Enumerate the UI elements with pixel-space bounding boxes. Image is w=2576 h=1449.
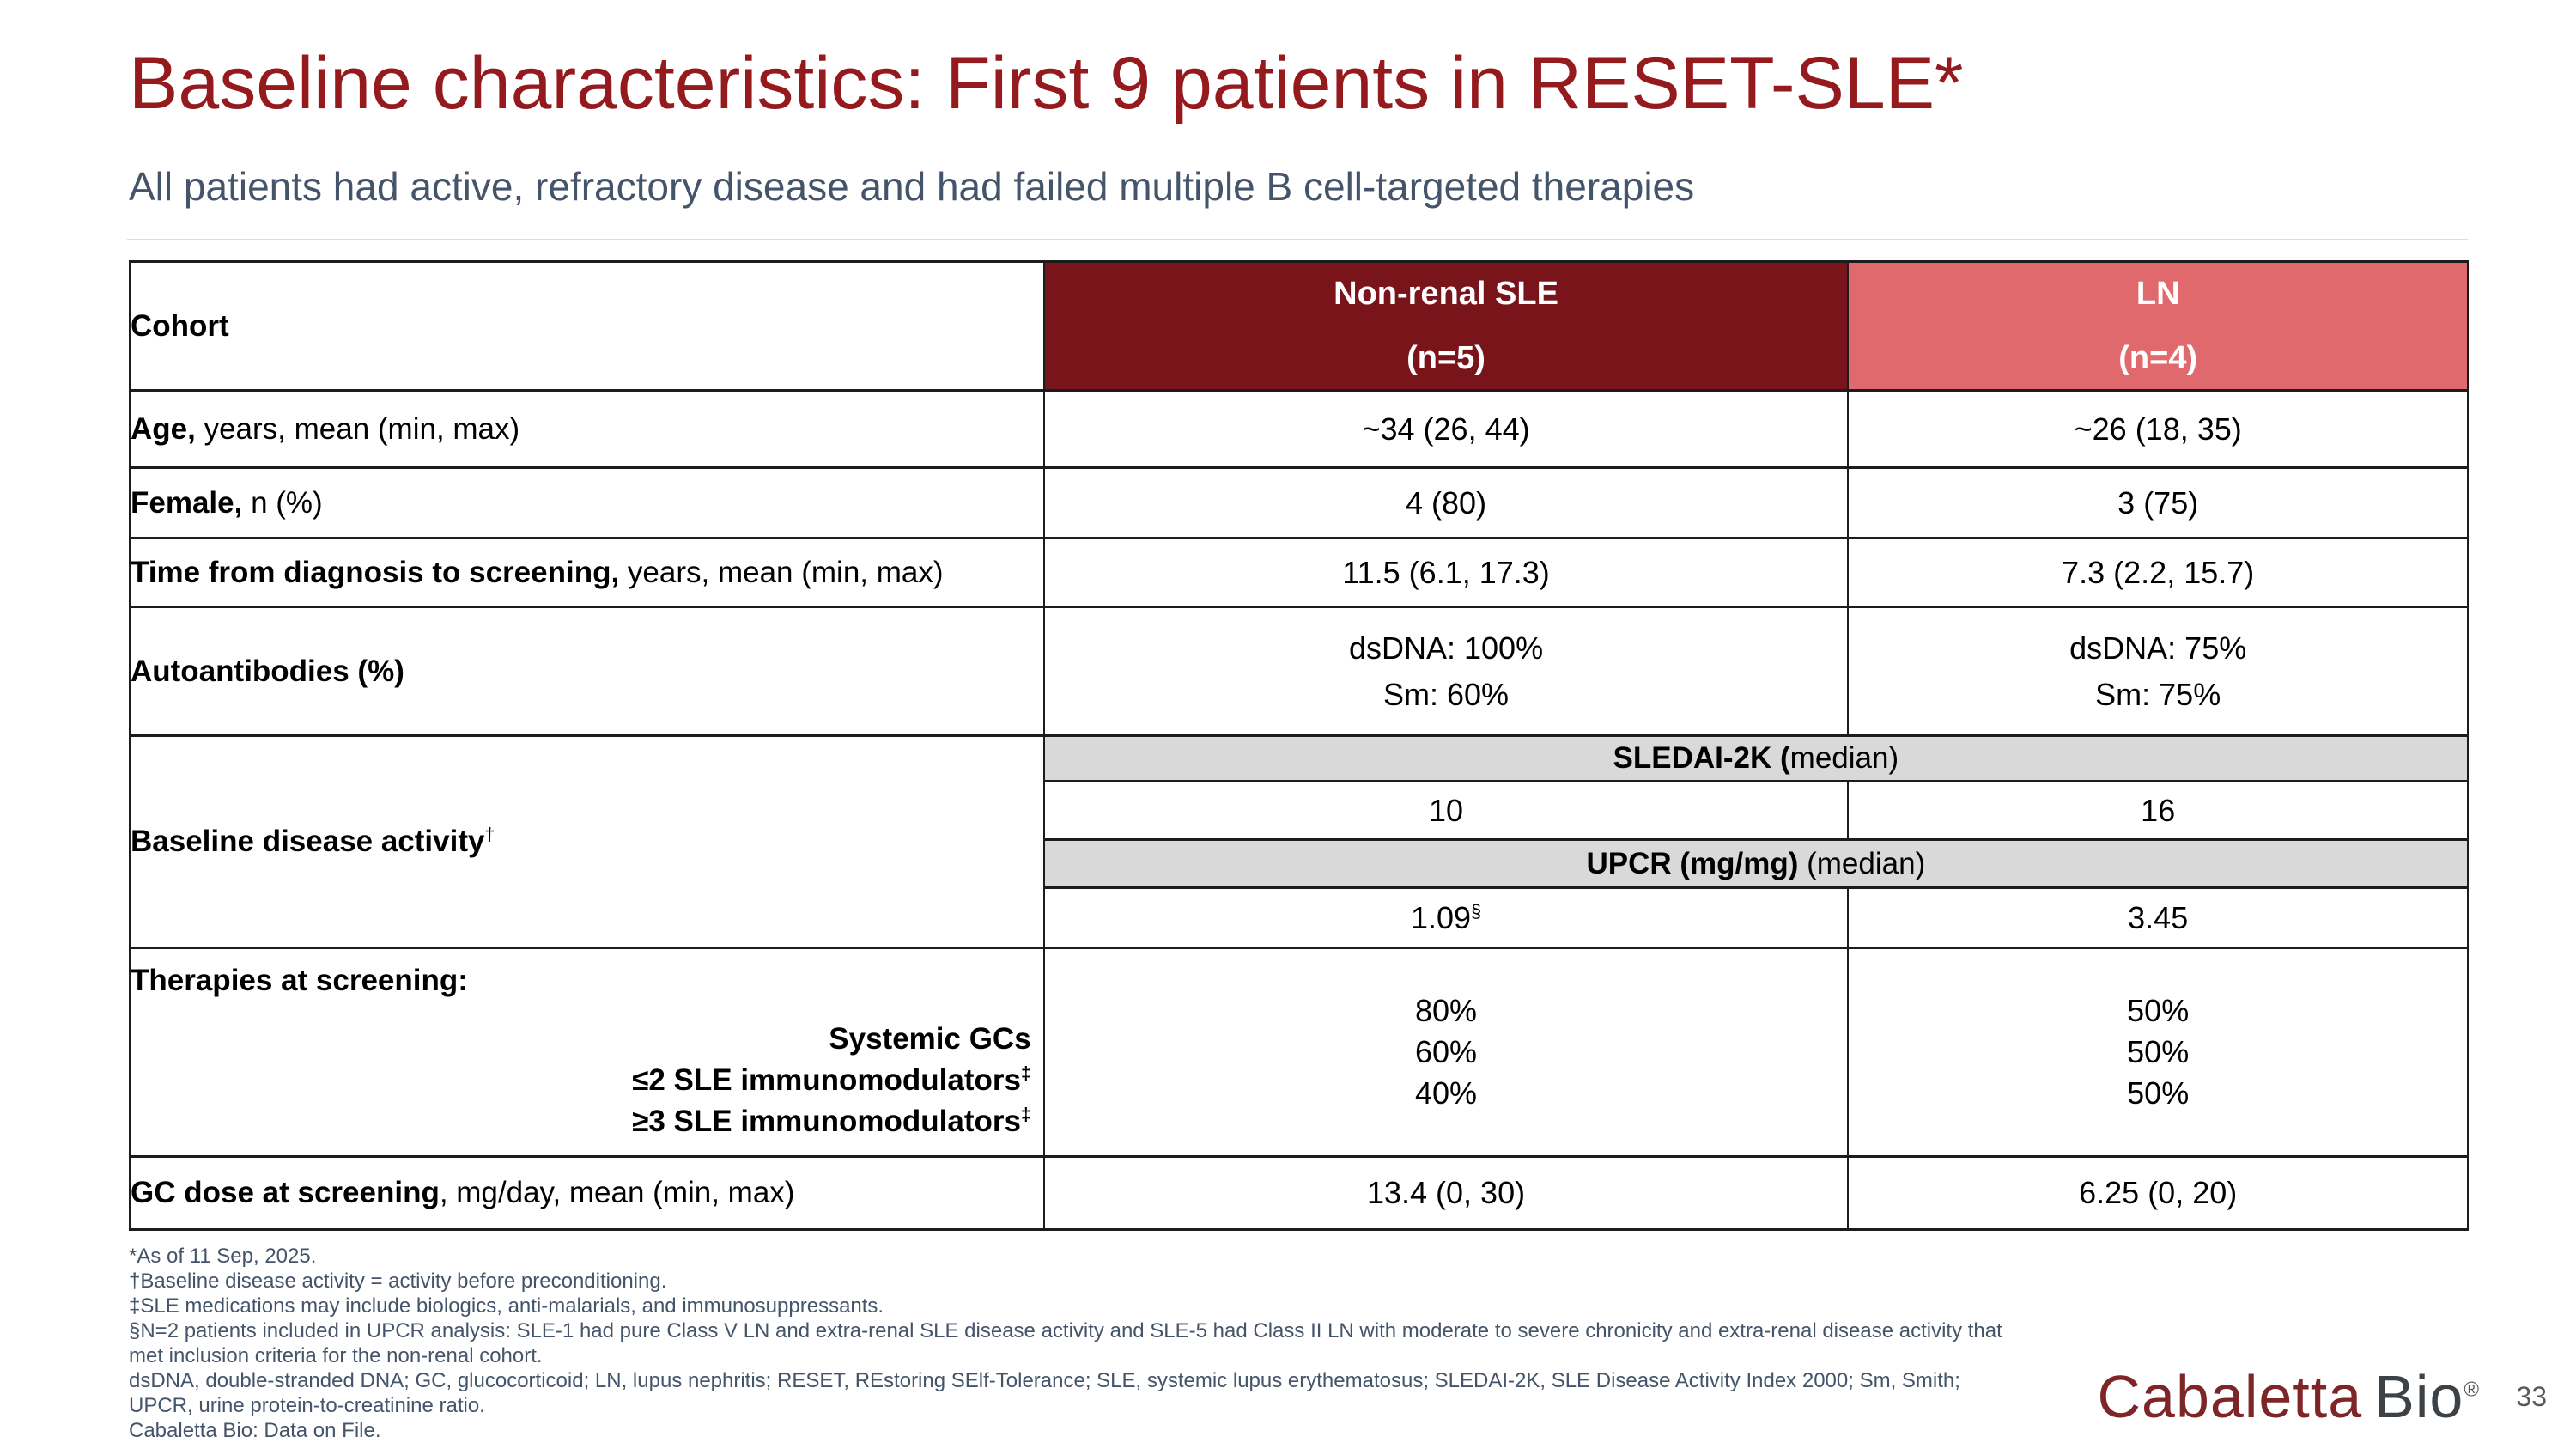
header-nonrenal-n: (n=5) [1406, 339, 1485, 376]
therapies-ln-le2-pct: 50% [2127, 1034, 2190, 1069]
row-therapies-value-ln: 50% 50% 50% [1847, 947, 2469, 1158]
footnotes: *As of 11 Sep, 2025. †Baseline disease a… [129, 1244, 2190, 1443]
row-autoantibodies-value-nonrenal: dsDNA: 100% Sm: 60% [1042, 606, 1850, 737]
therapies-nonrenal-gcs-pct: 80% [1415, 993, 1478, 1028]
row-upcr-values: 1.09§ 3.45 [130, 886, 2469, 949]
row-age-label: Age, years, mean (min, max) [129, 389, 1045, 469]
header-ln-n: (n=4) [2118, 339, 2198, 376]
sledai-value-ln: 16 [1847, 780, 2469, 841]
sledai-banner-cell: SLEDAI-2K (median) [1042, 734, 2470, 782]
row-gc-dose-value-nonrenal: 13.4 (0, 30) [1042, 1155, 1850, 1231]
row-gc-dose-label-bold: GC dose at screening [131, 1176, 440, 1209]
header-nonrenal-title: Non-renal SLE [1334, 275, 1558, 312]
row-sledai-banner: Baseline disease activity† SLEDAI-2K (me… [129, 734, 2470, 949]
footnote-double-dagger: ‡SLE medications may include biologics, … [129, 1294, 884, 1318]
row-baseline-activity-label: Baseline disease activity† [129, 734, 1045, 949]
row-female: Female, n (%) 4 (80) 3 (75) [129, 466, 2469, 539]
header-nonrenal-cell: Non-renal SLE (n=5) [1042, 260, 1850, 392]
upcr-value-nonrenal: 1.09§ [1042, 886, 1850, 949]
row-time-label-bold: Time from diagnosis to screening, [131, 555, 620, 589]
row-female-label-rest: n (%) [242, 485, 323, 520]
footnote-data-on-file: Cabaletta Bio: Data on File. [129, 1419, 381, 1442]
row-autoantibodies: Autoantibodies (%) dsDNA: 100% Sm: 60% d… [129, 606, 2469, 737]
therapies-ln-ge3-pct: 50% [2127, 1075, 2190, 1111]
row-age-value-ln: ~26 (18, 35) [1847, 389, 2469, 469]
row-female-value-ln: 3 (75) [1847, 466, 2469, 539]
footnote-section-line2: met inclusion criteria for the non-renal… [129, 1344, 543, 1367]
upcr-banner-cell: UPCR (mg/mg) (median) [1042, 838, 2470, 889]
baseline-activity-label-bold: Baseline disease activity [131, 825, 485, 858]
row-time-from-diagnosis: Time from diagnosis to screening, years,… [129, 537, 2469, 608]
header-cohort-cell: Cohort [129, 260, 1045, 392]
therapies-item-1-label: ≤2 SLE immunomodulators [632, 1063, 1021, 1097]
row-female-value-nonrenal: 4 (80) [1042, 466, 1850, 539]
row-age: Age, years, mean (min, max) ~34 (26, 44)… [129, 389, 2469, 469]
row-age-value-nonrenal: ~34 (26, 44) [1042, 389, 1850, 469]
logo-cabaletta-text: Cabaletta [2097, 1363, 2363, 1430]
row-time-label-rest: years, mean (min, max) [619, 555, 944, 589]
upcr-value-ln: 3.45 [1847, 886, 2469, 949]
therapies-nonrenal-le2-pct: 60% [1415, 1034, 1478, 1069]
row-female-label-bold: Female, [131, 485, 243, 520]
upcr-section-mark: § [1471, 899, 1482, 922]
sledai-banner-rest: median) [1789, 741, 1899, 775]
upcr-banner-rest: (median) [1798, 846, 1926, 880]
footnote-section-line1: §N=2 patients included in UPCR analysis:… [129, 1319, 2002, 1342]
therapies-nonrenal-ge3-pct: 40% [1415, 1075, 1478, 1111]
baseline-characteristics-table: Cohort Non-renal SLE (n=5) LN (n=4) Age,… [129, 260, 2470, 1231]
header-ln-title: LN [2136, 275, 2180, 312]
row-therapies-value-nonrenal: 80% 60% 40% [1042, 947, 1850, 1158]
footnote-abbreviations-line1: dsDNA, double-stranded DNA; GC, glucocor… [129, 1369, 1960, 1392]
row-age-label-bold: Age, [131, 411, 196, 446]
dsdna-nonrenal: dsDNA: 100% [1348, 630, 1544, 666]
footnote-dagger: †Baseline disease activity = activity be… [129, 1269, 667, 1293]
row-autoantibodies-value-ln: dsDNA: 75% Sm: 75% [1847, 606, 2469, 737]
upcr-value-nonrenal-number: 1.09 [1410, 899, 1472, 935]
row-time-value-ln: 7.3 (2.2, 15.7) [1847, 537, 2469, 608]
therapies-ln-gcs-pct: 50% [2127, 993, 2190, 1028]
footnote-abbreviations-line2: UPCR, urine protein-to-creatinine ratio. [129, 1394, 485, 1417]
therapies-item-0-label: Systemic GCs [829, 1022, 1031, 1056]
row-upcr-banner: UPCR (mg/mg) (median) [130, 838, 2470, 889]
page-title: Baseline characteristics: First 9 patien… [129, 42, 1964, 125]
row-therapies-label: Therapies at screening: Systemic GCs ≤2 … [129, 947, 1045, 1158]
footnote-asterisk: *As of 11 Sep, 2025. [129, 1245, 317, 1268]
therapies-item-2-sup: ‡ [1021, 1105, 1031, 1125]
therapies-heading: Therapies at screening: [131, 964, 468, 997]
sledai-banner-bold: SLEDAI-2K ( [1613, 741, 1790, 775]
therapies-item-ge3-immunomodulators: ≥3 SLE immunomodulators‡ [131, 1101, 1043, 1142]
dsdna-ln: dsDNA: 75% [2069, 630, 2247, 666]
row-gc-dose-label: GC dose at screening, mg/day, mean (min,… [129, 1155, 1045, 1231]
baseline-activity-dagger: † [484, 825, 495, 845]
header-cohort-label: Cohort [131, 308, 229, 343]
row-female-label: Female, n (%) [129, 466, 1045, 539]
header-divider [127, 239, 2468, 240]
row-autoantibodies-label: Autoantibodies (%) [129, 606, 1045, 737]
therapies-item-1-sup: ‡ [1021, 1063, 1031, 1084]
row-sledai-values: 10 16 [130, 780, 2469, 841]
logo-bio-text: Bio [2374, 1363, 2464, 1430]
cabaletta-bio-logo: Cabaletta Bio® [2097, 1367, 2480, 1427]
therapies-item-2-label: ≥3 SLE immunomodulators [632, 1105, 1021, 1138]
row-age-label-rest: years, mean (min, max) [195, 411, 520, 446]
upcr-banner-bold: UPCR (mg/mg) [1586, 846, 1799, 880]
therapies-item-systemic-gcs: Systemic GCs [131, 1019, 1043, 1060]
row-therapies: Therapies at screening: Systemic GCs ≤2 … [129, 947, 2469, 1158]
registered-trademark-icon: ® [2464, 1378, 2480, 1402]
table-header-row: Cohort Non-renal SLE (n=5) LN (n=4) [129, 260, 2469, 392]
header-ln-cell: LN (n=4) [1847, 260, 2469, 392]
row-gc-dose-label-rest: , mg/day, mean (min, max) [439, 1176, 795, 1209]
row-gc-dose-value-ln: 6.25 (0, 20) [1847, 1155, 2469, 1231]
row-time-label: Time from diagnosis to screening, years,… [129, 537, 1045, 608]
page-number: 33 [2516, 1381, 2547, 1412]
subtitle: All patients had active, refractory dise… [129, 164, 1695, 209]
sm-nonrenal: Sm: 60% [1383, 676, 1510, 712]
row-autoantibodies-label-bold: Autoantibodies (%) [131, 654, 404, 688]
row-time-value-nonrenal: 11.5 (6.1, 17.3) [1042, 537, 1850, 608]
therapies-item-le2-immunomodulators: ≤2 SLE immunomodulators‡ [131, 1060, 1043, 1101]
sledai-value-nonrenal: 10 [1042, 780, 1850, 841]
row-gc-dose: GC dose at screening, mg/day, mean (min,… [129, 1155, 2469, 1231]
sm-ln: Sm: 75% [2095, 676, 2221, 712]
